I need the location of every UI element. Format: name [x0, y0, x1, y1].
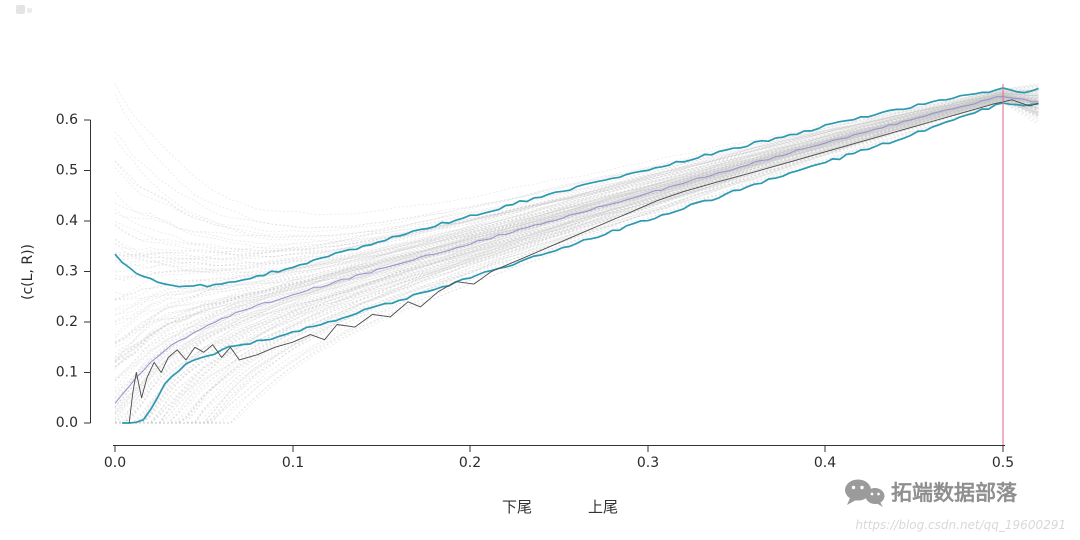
corner-artifact — [16, 5, 32, 14]
watermark-brand-text: 拓端数据部落 — [891, 481, 1018, 505]
upper-tail-label: 上尾 — [588, 498, 618, 516]
x-tick-label-0: 0.0 — [104, 455, 126, 471]
watermark: 拓端数据部落 — [845, 479, 1018, 507]
x-tick-label-1: 0.1 — [282, 455, 304, 471]
lower-tail-label: 下尾 — [502, 498, 532, 516]
watermark-url-text: https://blog.csdn.net/qq_19600291 — [855, 518, 1066, 532]
x-tick-label-2: 0.2 — [459, 455, 481, 471]
y-tick-label-0: 0.0 — [56, 415, 78, 431]
y-axis-ticks — [84, 119, 91, 424]
y-axis-title: (c(L, R)) — [20, 244, 36, 300]
y-tick-label-3: 0.3 — [56, 264, 78, 280]
x-tick-label-3: 0.3 — [637, 455, 659, 471]
x-axis-ticks — [114, 445, 1004, 452]
y-tick-label-2: 0.2 — [56, 314, 78, 330]
y-tick-label-6: 0.6 — [56, 112, 78, 128]
wechat-icon — [845, 479, 885, 507]
simulated-replicate-lines — [114, 83, 1039, 424]
x-tick-label-5: 0.5 — [992, 455, 1014, 471]
estimate-and-band-lines — [114, 84, 1039, 445]
y-tick-label-5: 0.5 — [56, 163, 78, 179]
y-tick-label-1: 0.1 — [56, 365, 78, 381]
x-tick-label-4: 0.4 — [814, 455, 836, 471]
y-tick-label-4: 0.4 — [56, 213, 78, 229]
